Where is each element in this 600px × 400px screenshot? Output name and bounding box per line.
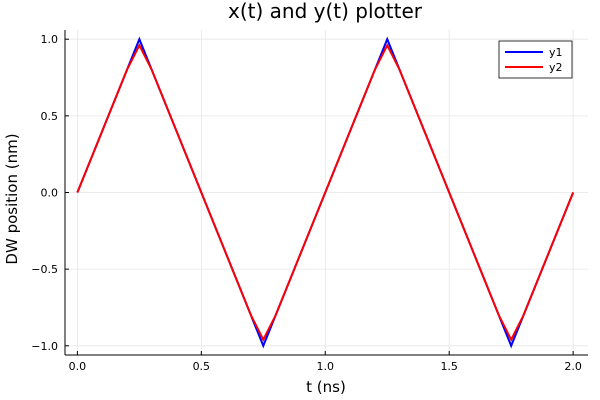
axes — [64, 30, 588, 356]
tick-labels: 0.0 0.5 1.0 1.5 2.0 −1.0 −0.5 0.0 0.5 1.0 — [31, 33, 582, 373]
y-tick-label: 0.0 — [41, 187, 59, 200]
legend-box — [498, 40, 573, 79]
y-axis-label: DW position (nm) — [3, 133, 21, 264]
y-tick-label: −0.5 — [31, 263, 58, 276]
legend-label-y2: y2 — [549, 61, 563, 74]
legend-label-y1: y1 — [549, 46, 563, 59]
x-axis-label: t (ns) — [306, 378, 346, 396]
x-tick-label: 0.5 — [193, 360, 211, 373]
chart-title: x(t) and y(t) plotter — [228, 0, 423, 23]
grid — [65, 30, 588, 355]
y-tick-label: −1.0 — [31, 340, 58, 353]
series-lines — [76, 36, 575, 349]
x-tick-label: 0.0 — [69, 360, 87, 373]
series-line-y2 — [76, 43, 575, 342]
x-tick-label: 1.0 — [317, 360, 335, 373]
x-tick-label: 2.0 — [564, 360, 582, 373]
x-tick-label: 1.5 — [440, 360, 458, 373]
y-tick-label: 1.0 — [41, 33, 59, 46]
y-tick-label: 0.5 — [41, 110, 59, 123]
